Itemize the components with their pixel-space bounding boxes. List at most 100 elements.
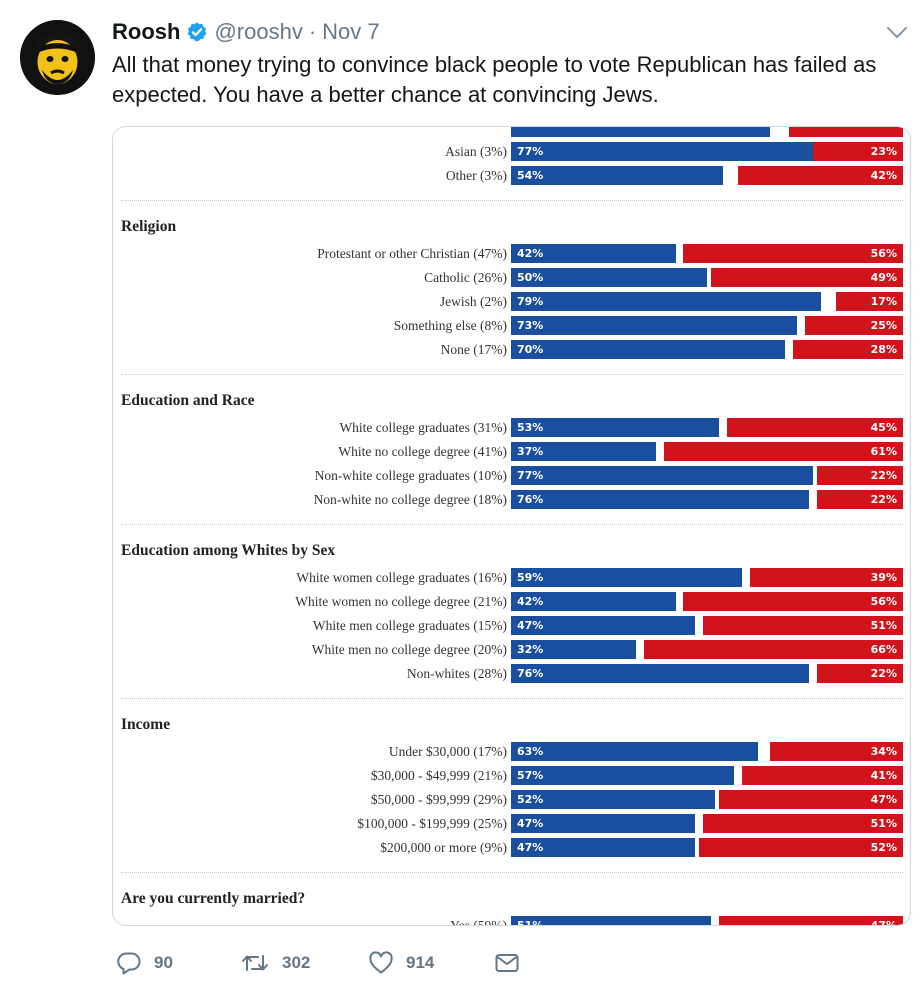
author-handle[interactable]: @rooshv <box>214 19 303 44</box>
verified-badge-icon <box>186 21 208 43</box>
dem-bar: 42% <box>511 244 676 263</box>
retweet-icon <box>242 955 268 971</box>
chart-row: $200,000 or more (9%) 47% 52% <box>113 838 910 857</box>
dem-bar: 70% <box>511 340 786 359</box>
dem-bar: 76% <box>511 490 809 509</box>
rep-bar: 39% <box>750 568 903 587</box>
row-label: Hispanic/Latino (11%) <box>383 127 507 129</box>
rep-bar: 61% <box>663 442 903 461</box>
chart-row: $100,000 - $199,999 (25%) 47% 51% <box>113 814 910 833</box>
row-label: Yes (59%) <box>450 918 507 926</box>
tweet-actions: 90 302 914 <box>112 946 532 980</box>
row-label: $200,000 or more (9%) <box>380 840 507 855</box>
section-title: Are you currently married? <box>121 890 306 907</box>
row-label: $100,000 - $199,999 (25%) <box>357 816 507 831</box>
section-separator <box>121 524 903 525</box>
tweet-date[interactable]: Nov 7 <box>322 19 380 44</box>
section-separator <box>121 374 903 375</box>
section-title: Income <box>121 716 171 733</box>
rep-bar: 41% <box>742 766 903 785</box>
header-separator: · <box>308 19 317 44</box>
chart-row: White college graduates (31%) 53% 45% <box>113 418 910 437</box>
chart-row: Other (3%) 54% 42% <box>113 166 910 185</box>
rep-bar: 25% <box>805 316 903 335</box>
reply-button[interactable]: 90 <box>116 946 173 980</box>
chart-row: Non-whites (28%) 76% 22% <box>113 664 910 683</box>
tweet-header: Roosh @rooshv · Nov 7 <box>112 18 380 46</box>
dem-bar: 73% <box>511 316 798 335</box>
chart-row: White men college graduates (15%) 47% 51% <box>113 616 910 635</box>
chart-row: White no college degree (41%) 37% 61% <box>113 442 910 461</box>
rep-bar: 56% <box>683 592 903 611</box>
chart-row: None (17%) 70% 28% <box>113 340 910 359</box>
dem-bar: 47% <box>511 838 696 857</box>
row-label: Under $30,000 (17%) <box>388 744 507 759</box>
chart-row: White men no college degree (20%) 32% 66% <box>113 640 910 659</box>
chart-row: Non-white no college degree (18%) 76% 22% <box>113 490 910 509</box>
like-button[interactable]: 914 <box>368 946 434 980</box>
section-title: Education and Race <box>121 392 255 409</box>
rep-bar: 42% <box>738 166 903 185</box>
dem-bar: 66% <box>511 127 770 137</box>
rep-bar: 17% <box>836 292 903 311</box>
dem-bar: 54% <box>511 166 723 185</box>
section-separator <box>121 200 903 201</box>
dem-bar: 59% <box>511 568 743 587</box>
like-icon <box>369 951 393 974</box>
row-label: White men college graduates (15%) <box>312 618 507 633</box>
rep-bar: 23% <box>812 142 903 161</box>
avatar[interactable] <box>20 20 95 95</box>
dem-bar: 52% <box>511 790 715 809</box>
rep-bar: 22% <box>816 664 903 683</box>
dem-bar: 79% <box>511 292 821 311</box>
chart-row: White women no college degree (21%) 42% 56… <box>113 592 910 611</box>
row-label: Protestant or other Christian (47%) <box>317 246 507 261</box>
rep-bar: 52% <box>699 838 903 857</box>
chart-row: Something else (8%) 73% 25% <box>113 316 910 335</box>
dem-bar: 77% <box>511 142 813 161</box>
chart-row: $50,000 - $99,999 (29%) 52% 47% <box>113 790 910 809</box>
exit-poll-bar-chart: Hispanic/Latino (11%) 66% 29% Asian (3%) 77%… <box>113 127 910 926</box>
row-label: $50,000 - $99,999 (29%) <box>370 792 507 807</box>
chevron-down-icon[interactable] <box>886 26 908 40</box>
rep-bar: 45% <box>726 418 903 437</box>
row-label: Something else (8%) <box>393 318 507 333</box>
row-label: Non-whites (28%) <box>406 666 507 681</box>
row-label: White college graduates (31%) <box>339 420 507 435</box>
author-name[interactable]: Roosh <box>112 19 181 44</box>
dem-bar: 47% <box>511 616 696 635</box>
chart-row: Non-white college graduates (10%) 77% 22% <box>113 466 910 485</box>
chart-row: Yes (59%) 51% 47% <box>113 916 910 926</box>
rep-bar: 34% <box>769 742 903 761</box>
section-separator <box>121 698 903 699</box>
rep-bar: 51% <box>703 616 903 635</box>
chart-row: Hispanic/Latino (11%) 66% 29% <box>113 127 910 137</box>
reply-count: 90 <box>154 953 173 972</box>
row-label: White women college graduates (16%) <box>296 570 507 585</box>
avatar-face-icon <box>20 20 95 95</box>
row-label: Jewish (2%) <box>439 294 507 309</box>
attached-image-card[interactable]: Hispanic/Latino (11%) 66% 29% Asian (3%) 77%… <box>112 126 911 926</box>
dem-bar: 37% <box>511 442 657 461</box>
rep-bar: 47% <box>718 916 903 925</box>
section-title: Education among Whites by Sex <box>121 542 336 559</box>
chart-row: $30,000 - $49,999 (21%) 57% 41% <box>113 766 910 785</box>
dem-bar: 77% <box>511 466 813 485</box>
chart-row: Jewish (2%) 79% 17% <box>113 292 910 311</box>
rep-bar: 22% <box>816 466 903 485</box>
row-label: White no college degree (41%) <box>338 444 507 459</box>
direct-message-button[interactable] <box>494 946 520 980</box>
retweet-button[interactable]: 302 <box>240 946 310 980</box>
row-label: Non-white college graduates (10%) <box>314 468 507 483</box>
dem-bar: 32% <box>511 640 637 659</box>
chart-row: White women college graduates (16%) 59% 39… <box>113 568 910 587</box>
dem-bar: 51% <box>511 916 711 925</box>
rep-bar: 49% <box>710 268 903 287</box>
row-label: Asian (3%) <box>445 144 507 159</box>
like-count: 914 <box>406 953 435 972</box>
rep-bar: 66% <box>644 640 903 659</box>
dem-bar: 57% <box>511 766 735 785</box>
row-label: None (17%) <box>440 342 507 357</box>
row-label: $30,000 - $49,999 (21%) <box>370 768 507 783</box>
